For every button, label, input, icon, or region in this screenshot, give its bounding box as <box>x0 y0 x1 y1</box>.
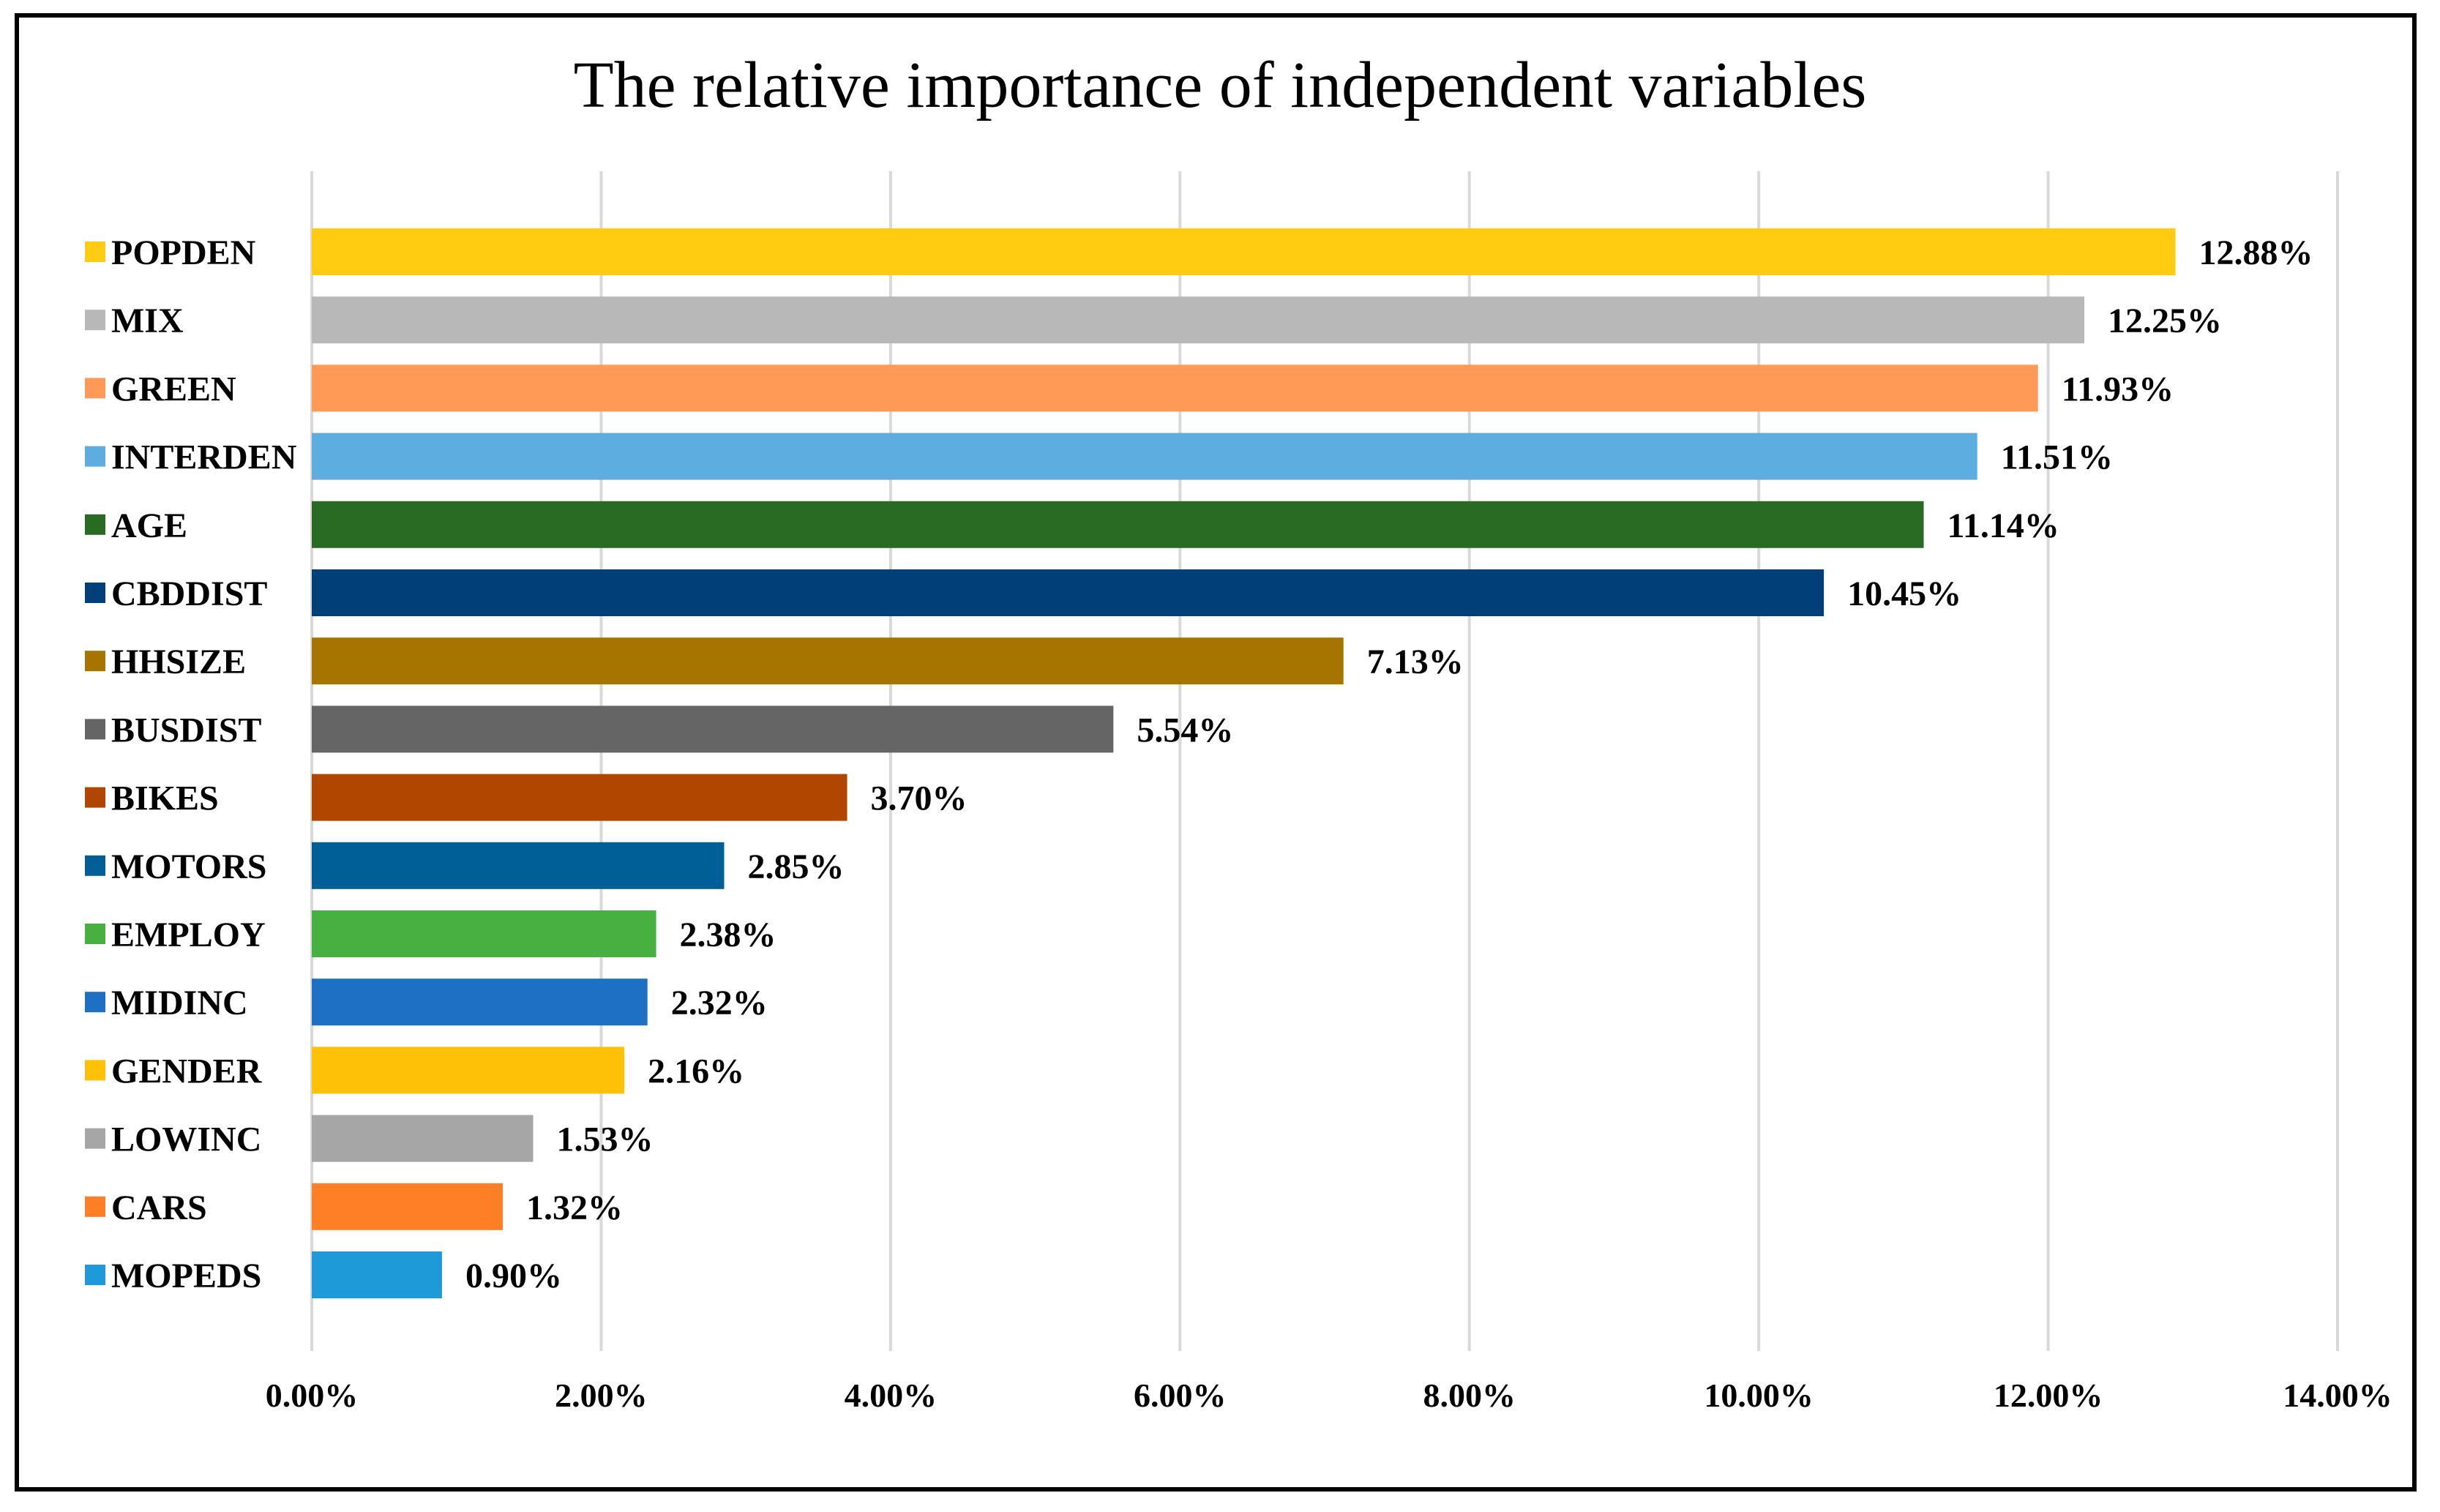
bar-age <box>312 501 1924 548</box>
legend-swatch <box>85 651 105 672</box>
data-label: 1.32% <box>526 1189 623 1227</box>
category-label: BUSDIST <box>111 711 261 749</box>
legend-swatch <box>85 1060 105 1081</box>
legend-swatch <box>85 855 105 876</box>
data-label: 11.51% <box>2001 438 2113 477</box>
legend-swatch <box>85 242 105 262</box>
data-label: 2.38% <box>680 916 776 954</box>
category-label: MIDINC <box>111 984 248 1022</box>
data-label: 12.88% <box>2199 233 2313 272</box>
bar-green <box>312 364 2038 412</box>
data-label: 7.13% <box>1367 643 1464 681</box>
data-label: 11.93% <box>2062 370 2174 408</box>
x-tick-label: 4.00% <box>845 1377 938 1414</box>
gridlines <box>310 171 2339 1351</box>
legend-swatch <box>85 1128 105 1149</box>
bar-gender <box>312 1047 625 1094</box>
x-tick-label: 8.00% <box>1423 1377 1516 1414</box>
data-label: 2.85% <box>747 847 844 886</box>
category-label: GENDER <box>111 1052 263 1090</box>
category-label: GREEN <box>111 370 236 408</box>
legend-swatch <box>85 1265 105 1285</box>
legend-swatch <box>85 583 105 603</box>
bar-cbddist <box>312 569 1825 616</box>
legend-swatch <box>85 378 105 399</box>
category-label: POPDEN <box>111 233 256 272</box>
x-tick-label: 6.00% <box>1134 1377 1227 1414</box>
x-tick-label: 10.00% <box>1704 1377 1814 1414</box>
category-label: INTERDEN <box>111 438 297 477</box>
bar-bikes <box>312 774 847 821</box>
bar-mix <box>312 296 2084 344</box>
bar-mopeds <box>312 1251 442 1298</box>
data-label: 5.54% <box>1137 711 1233 749</box>
legend-swatch <box>85 719 105 740</box>
x-tick-label: 0.00% <box>266 1377 359 1414</box>
x-tick-label: 14.00% <box>2283 1377 2392 1414</box>
data-label: 0.90% <box>465 1257 562 1295</box>
legend-swatch <box>85 1196 105 1217</box>
category-label: AGE <box>111 506 187 545</box>
category-label: EMPLOY <box>111 916 266 954</box>
bar-hhsize <box>312 637 1344 685</box>
data-label: 2.32% <box>671 984 768 1022</box>
data-label: 12.25% <box>2108 302 2222 340</box>
data-label: 2.16% <box>648 1052 744 1090</box>
category-label: MIX <box>111 302 184 340</box>
bars <box>312 228 2176 1298</box>
category-label: MOPEDS <box>111 1257 261 1295</box>
bar-busdist <box>312 706 1114 753</box>
bar-midinc <box>312 978 648 1026</box>
legend-swatch <box>85 992 105 1013</box>
legend-swatch <box>85 787 105 808</box>
data-label: 1.53% <box>557 1120 654 1159</box>
x-tick-label: 2.00% <box>555 1377 648 1414</box>
bar-interden <box>312 433 1977 480</box>
category-label: CBDDIST <box>111 575 267 613</box>
legend-swatch <box>85 514 105 535</box>
category-label: LOWINC <box>111 1120 261 1159</box>
labels: 0.00% 2.00% 4.00% 6.00% 8.00% 10.00% 12.00% 14.… <box>85 233 2392 1414</box>
category-label: BIKES <box>111 779 219 818</box>
data-label: 10.45% <box>1847 575 1961 613</box>
bar-popden <box>312 228 2176 275</box>
category-label: CARS <box>111 1189 207 1227</box>
legend-swatch <box>85 924 105 944</box>
chart-title: The relative importance of independent v… <box>573 49 1867 121</box>
bar-employ <box>312 910 656 957</box>
category-label: MOTORS <box>111 847 266 886</box>
legend-swatch <box>85 310 105 331</box>
bar-lowinc <box>312 1115 534 1162</box>
category-label: HHSIZE <box>111 643 246 681</box>
bar-cars <box>312 1183 503 1230</box>
data-label: 11.14% <box>1947 506 2059 545</box>
x-tick-label: 12.00% <box>1994 1377 2103 1414</box>
data-label: 3.70% <box>871 779 968 818</box>
legend-swatch <box>85 446 105 467</box>
bar-motors <box>312 842 725 889</box>
